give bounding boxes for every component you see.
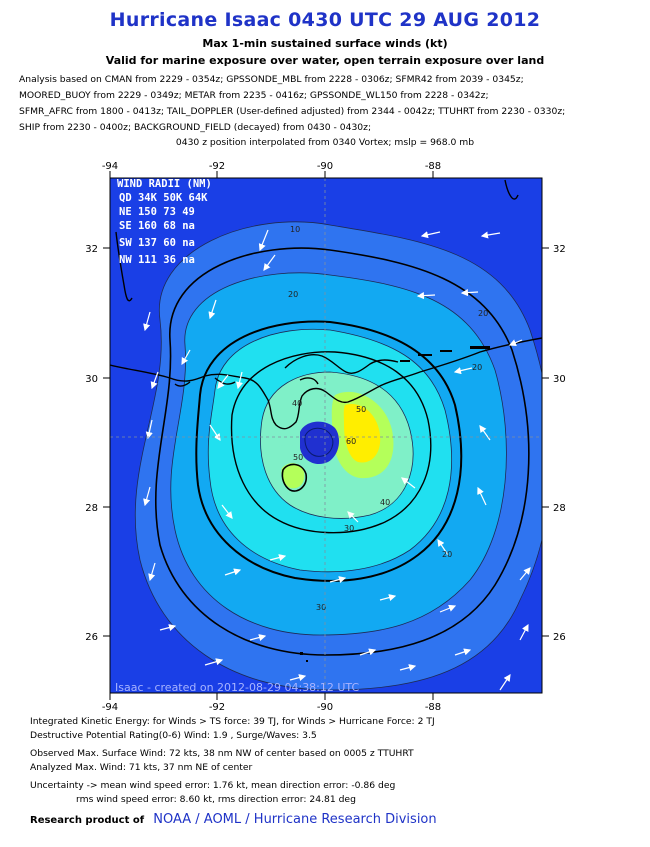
creation-credit: Isaac - created on 2012-08-29 04:38:12 U… bbox=[115, 681, 360, 694]
lon-label: -92 bbox=[209, 161, 225, 172]
wind-band-60kt-southwest bbox=[281, 463, 305, 489]
contour-label: 50 bbox=[293, 453, 303, 462]
wind-radii-row: SE 160 68 na bbox=[119, 220, 195, 232]
analysis-sources: Analysis based on CMAN from 2229 - 0354z… bbox=[19, 72, 644, 136]
contour-lines bbox=[134, 221, 542, 691]
lat-label: 28 bbox=[85, 503, 98, 514]
lat-labels-right: 32 30 28 26 bbox=[553, 244, 566, 643]
lon-label: -90 bbox=[317, 161, 333, 172]
graticule bbox=[110, 178, 542, 693]
lon-label: -94 bbox=[102, 161, 118, 172]
wind-band-70kt bbox=[343, 404, 381, 463]
map-frame bbox=[109, 177, 543, 694]
eye-core-ring bbox=[304, 427, 334, 457]
contour-50kt-ring bbox=[281, 463, 308, 492]
analysis-line: SHIP from 2230 - 0400z; BACKGROUND_FIELD… bbox=[19, 122, 372, 133]
lon-label: -94 bbox=[102, 702, 118, 710]
uncertainty-text: Uncertainty -> mean wind speed error: 1.… bbox=[30, 780, 396, 791]
lat-label: 30 bbox=[553, 374, 566, 385]
tick-marks bbox=[103, 171, 549, 700]
contour-label: 30 bbox=[316, 603, 326, 612]
analysis-line: MOORED_BUOY from 2229 - 0349z; METAR fro… bbox=[19, 90, 489, 101]
lat-label: 32 bbox=[85, 244, 98, 255]
lat-label: 26 bbox=[85, 632, 98, 643]
contour-label: 40 bbox=[292, 399, 302, 408]
lon-labels-bottom: -94 -92 -90 -88 bbox=[102, 702, 441, 710]
rms-error-text: rms wind speed error: 8.60 kt, rms direc… bbox=[76, 794, 356, 805]
analysis-line: Analysis based on CMAN from 2229 - 0354z… bbox=[19, 74, 524, 85]
eye-core bbox=[300, 421, 340, 465]
lat-label: 30 bbox=[85, 374, 98, 385]
page-title: Hurricane Isaac 0430 UTC 29 AUG 2012 bbox=[109, 9, 541, 31]
contour-label: 20 bbox=[478, 309, 488, 318]
wind-radii-title: WIND RADII (NM) bbox=[117, 178, 212, 190]
lon-labels-top: -94 -92 -90 -88 bbox=[102, 161, 441, 172]
wind-radii-row: NE 150 73 49 bbox=[119, 206, 195, 218]
contour-inner-bold bbox=[230, 351, 432, 534]
dpr-text: Destructive Potential Rating(0-6) Wind: … bbox=[30, 730, 317, 741]
contour-label: 60 bbox=[346, 437, 356, 446]
contour-label: 40 bbox=[380, 498, 390, 507]
analysis-line: SFMR_AFRC from 1800 - 0413z; TAIL_DOPPLE… bbox=[19, 106, 566, 117]
wind-radii-header: QD 34K 50K 64K bbox=[119, 192, 208, 204]
lon-label: -88 bbox=[425, 702, 441, 710]
wind-radii-row: SW 137 60 na bbox=[119, 237, 195, 249]
contour-64kt bbox=[195, 320, 463, 582]
contour-34kt bbox=[154, 247, 530, 656]
wind-analysis-map: 10 20 20 20 20 30 30 40 40 50 50 60 WIND… bbox=[85, 161, 566, 710]
contour-label: 20 bbox=[288, 290, 298, 299]
lon-label: -92 bbox=[209, 702, 225, 710]
lat-label: 26 bbox=[553, 632, 566, 643]
lat-label: 28 bbox=[553, 503, 566, 514]
analyzed-max-text: Analyzed Max. Wind: 71 kts, 37 nm NE of … bbox=[30, 762, 253, 773]
contour-label: 50 bbox=[356, 405, 366, 414]
subtitle-exposure: Valid for marine exposure over water, op… bbox=[105, 54, 545, 67]
subtitle-units: Max 1-min sustained surface winds (kt) bbox=[202, 37, 448, 50]
contour-label: 20 bbox=[472, 363, 482, 372]
research-label: Research product of bbox=[30, 815, 145, 826]
wind-vectors bbox=[143, 229, 531, 691]
wind-field: 10 20 20 20 20 30 30 40 40 50 50 60 WIND… bbox=[110, 178, 542, 694]
lat-label: 32 bbox=[553, 244, 566, 255]
ike-text: Integrated Kinetic Energy: for Winds > T… bbox=[30, 716, 435, 727]
position-note: 0430 z position interpolated from 0340 V… bbox=[175, 137, 475, 148]
observed-max-text: Observed Max. Surface Wind: 72 kts, 38 n… bbox=[30, 748, 414, 759]
organization-link[interactable]: NOAA / AOML / Hurricane Research Divisio… bbox=[153, 812, 437, 827]
coastline bbox=[110, 179, 542, 430]
research-credit: Research product of NOAA / AOML / Hurric… bbox=[30, 812, 437, 827]
lat-labels-left: 32 30 28 26 bbox=[85, 244, 98, 643]
wind-radii-table: WIND RADII (NM) QD 34K 50K 64K NE 150 73… bbox=[117, 178, 212, 266]
wind-radii-row: NW 111 36 na bbox=[119, 254, 195, 266]
barrier-islands bbox=[300, 346, 490, 662]
lon-label: -90 bbox=[317, 702, 333, 710]
contour-label: 10 bbox=[290, 225, 300, 234]
contour-label: 30 bbox=[344, 524, 354, 533]
lon-label: -88 bbox=[425, 161, 441, 172]
contour-labels: 10 20 20 20 20 30 30 40 40 50 50 60 bbox=[288, 225, 488, 612]
contour-label: 20 bbox=[442, 550, 452, 559]
